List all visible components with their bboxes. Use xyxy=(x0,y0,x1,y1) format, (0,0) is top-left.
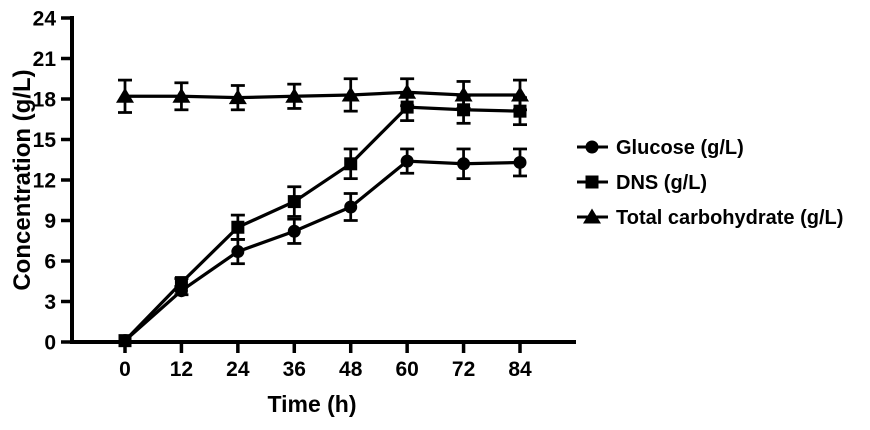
axis-lines xyxy=(70,16,576,344)
data-point-marker xyxy=(116,87,134,103)
data-point-marker xyxy=(457,157,471,171)
legend-label: Total carbohydrate (g/L) xyxy=(616,207,843,229)
y-tick-label: 12 xyxy=(33,170,56,193)
y-tick-label: 0 xyxy=(44,332,56,355)
data-point-marker xyxy=(174,276,188,290)
data-point-marker xyxy=(344,157,358,171)
data-point-marker xyxy=(287,195,301,209)
data-point-marker xyxy=(400,154,414,168)
x-tick-label: 36 xyxy=(283,358,306,381)
y-tick-label: 15 xyxy=(33,129,57,152)
x-tick-label: 12 xyxy=(170,358,193,381)
x-axis-title: Time (h) xyxy=(267,391,356,417)
data-point-marker xyxy=(285,87,304,103)
y-tick-label: 24 xyxy=(33,8,57,31)
y-tick-label: 9 xyxy=(44,210,56,233)
legend-item: Glucose (g/L) xyxy=(577,137,744,159)
legend-item: DNS (g/L) xyxy=(577,172,707,194)
y-tick-label: 6 xyxy=(44,251,56,274)
data-point-marker xyxy=(454,86,473,102)
series-line xyxy=(123,159,521,342)
series-circle xyxy=(118,147,527,348)
legend-circle-icon xyxy=(585,140,599,154)
data-point-marker xyxy=(172,87,191,103)
data-point-marker xyxy=(341,86,360,102)
data-point-marker xyxy=(118,334,132,348)
x-tick-label: 84 xyxy=(508,358,532,381)
data-point-marker xyxy=(511,86,529,102)
x-tick-label: 0 xyxy=(119,358,131,381)
y-axis-title: Concentration (g/L) xyxy=(9,69,36,290)
legend-item: Total carbohydrate (g/L) xyxy=(577,207,843,229)
y-tick-label: 21 xyxy=(33,48,57,71)
data-point-marker xyxy=(231,220,245,234)
data-point-marker xyxy=(398,83,417,99)
data-point-marker xyxy=(287,224,301,238)
y-tick-label: 3 xyxy=(44,291,56,314)
x-tick-label: 60 xyxy=(395,358,418,381)
series-line xyxy=(125,90,520,100)
legend-label: Glucose (g/L) xyxy=(616,137,744,159)
legend-label: DNS (g/L) xyxy=(616,172,707,194)
data-point-marker xyxy=(513,155,527,169)
x-tick-label: 72 xyxy=(452,358,475,381)
series-line xyxy=(123,105,521,342)
legend-square-icon xyxy=(585,175,599,189)
y-tick-label: 18 xyxy=(33,89,57,112)
data-point-marker xyxy=(228,89,247,105)
x-tick-label: 24 xyxy=(226,358,250,381)
legend-triangle-icon xyxy=(583,208,601,224)
data-point-marker xyxy=(344,200,358,214)
legend: Glucose (g/L) DNS (g/L) Total carbohydrate… xyxy=(577,137,843,229)
x-tick-label: 48 xyxy=(339,358,363,381)
series-triangle xyxy=(116,77,529,114)
data-point-marker xyxy=(231,245,245,259)
